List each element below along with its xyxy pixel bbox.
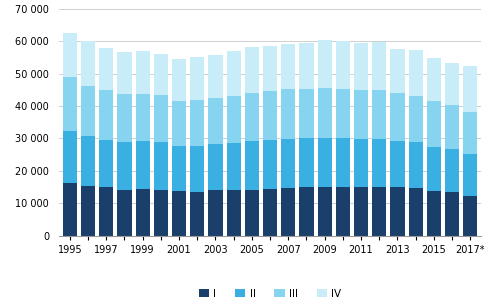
Bar <box>427 101 441 147</box>
Bar <box>318 137 332 187</box>
Bar <box>445 192 459 236</box>
Bar <box>99 90 113 140</box>
Bar <box>226 190 241 236</box>
Bar <box>354 90 368 139</box>
Bar <box>300 43 314 89</box>
Bar <box>117 190 132 236</box>
Bar <box>136 94 150 141</box>
Bar <box>99 47 113 90</box>
Bar <box>318 187 332 236</box>
Bar <box>354 139 368 187</box>
Bar <box>409 142 423 188</box>
Bar <box>263 46 277 91</box>
Bar <box>336 41 350 89</box>
Bar <box>136 141 150 189</box>
Bar <box>190 100 204 146</box>
Bar <box>154 54 168 95</box>
Bar <box>281 44 296 89</box>
Bar <box>63 33 77 77</box>
Bar <box>263 189 277 236</box>
Bar <box>390 141 405 187</box>
Bar <box>318 88 332 137</box>
Bar <box>226 96 241 143</box>
Bar <box>190 146 204 191</box>
Bar <box>463 112 477 154</box>
Bar <box>245 47 259 93</box>
Bar <box>336 187 350 236</box>
Bar <box>99 187 113 236</box>
Bar <box>263 140 277 189</box>
Bar <box>172 191 186 236</box>
Bar <box>172 146 186 191</box>
Bar <box>63 77 77 131</box>
Bar <box>372 139 386 187</box>
Bar <box>409 96 423 142</box>
Bar <box>117 142 132 190</box>
Bar <box>354 43 368 90</box>
Bar <box>154 142 168 190</box>
Bar <box>281 188 296 236</box>
Bar <box>409 50 423 96</box>
Bar <box>208 98 222 144</box>
Bar <box>208 190 222 236</box>
Bar <box>136 189 150 236</box>
Legend: I, II, III, IV: I, II, III, IV <box>194 284 346 302</box>
Bar <box>427 191 441 236</box>
Bar <box>445 149 459 192</box>
Bar <box>372 42 386 90</box>
Bar <box>63 131 77 183</box>
Bar <box>190 191 204 236</box>
Bar <box>318 40 332 88</box>
Bar <box>172 101 186 146</box>
Bar <box>172 59 186 101</box>
Bar <box>281 139 296 188</box>
Bar <box>245 190 259 236</box>
Bar <box>427 58 441 101</box>
Bar <box>208 144 222 190</box>
Bar <box>81 41 95 86</box>
Bar <box>390 187 405 236</box>
Bar <box>300 187 314 236</box>
Bar <box>445 105 459 149</box>
Bar <box>81 136 95 186</box>
Bar <box>117 52 132 94</box>
Bar <box>154 190 168 236</box>
Bar <box>372 90 386 139</box>
Bar <box>81 86 95 136</box>
Bar <box>136 51 150 94</box>
Bar <box>463 154 477 196</box>
Bar <box>226 51 241 96</box>
Bar <box>463 66 477 112</box>
Bar <box>154 95 168 142</box>
Bar <box>281 89 296 139</box>
Bar <box>263 91 277 140</box>
Bar <box>390 93 405 141</box>
Bar <box>245 93 259 141</box>
Bar <box>226 143 241 190</box>
Bar <box>463 196 477 236</box>
Bar <box>99 140 113 187</box>
Bar <box>409 188 423 236</box>
Bar <box>427 147 441 191</box>
Bar <box>300 138 314 187</box>
Bar <box>190 57 204 100</box>
Bar <box>372 187 386 236</box>
Bar <box>81 186 95 236</box>
Bar <box>354 187 368 236</box>
Bar <box>336 138 350 187</box>
Bar <box>63 183 77 236</box>
Bar <box>336 89 350 138</box>
Bar <box>300 89 314 138</box>
Bar <box>445 63 459 105</box>
Bar <box>245 141 259 190</box>
Bar <box>390 49 405 93</box>
Bar <box>117 94 132 142</box>
Bar <box>208 55 222 98</box>
